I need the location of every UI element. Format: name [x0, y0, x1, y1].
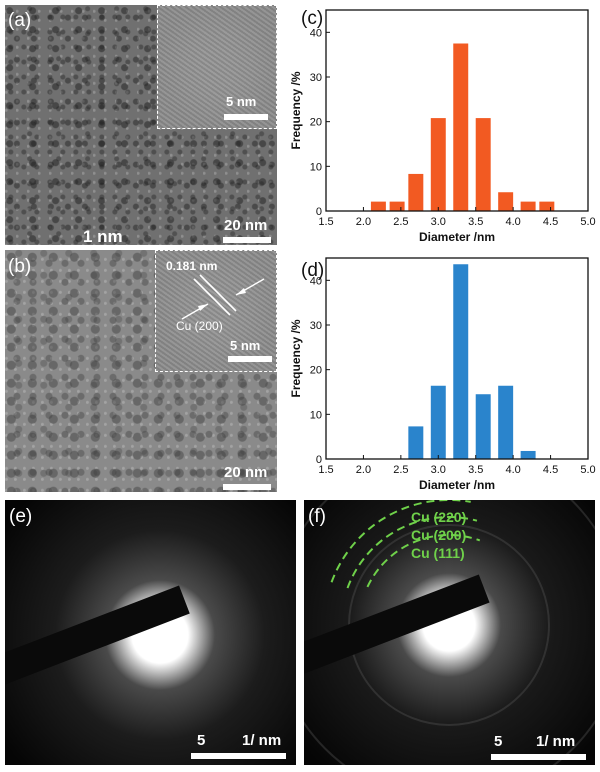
saed-pattern-f: (f) Cu (220) Cu (200) Cu (111) 5 1/ nm	[304, 500, 595, 765]
hist-c-ytick-label-4: 40	[310, 27, 322, 39]
tem-image-a: 5 nm (a) 1 nm 20 nm	[5, 5, 277, 245]
hist-c-xtick-label-6: 4.5	[543, 216, 558, 228]
hist-c-xaxis-label: Diameter /nm	[419, 230, 495, 244]
tem-image-b: 0.181 nm Cu (200) 5 nm (b) 20 nm	[5, 250, 277, 492]
ring-label-220: Cu (220)	[411, 509, 467, 525]
hist-c-yaxis-label: Frequency /%	[289, 71, 303, 149]
hist-c-bar-1	[389, 201, 405, 211]
hist-d-ytick-label-2: 20	[310, 365, 322, 377]
hist-d-bar-1	[430, 385, 446, 459]
hist-d-xtick-label-3: 3.0	[431, 464, 446, 476]
panel-label-b: (b)	[8, 256, 32, 277]
hist-c-bar-5	[475, 118, 491, 211]
hist-c-xtick-label-7: 5.0	[580, 216, 595, 228]
lattice-fringe-marker	[181, 274, 265, 320]
annotation-1nm: 1 nm	[83, 227, 123, 245]
ring-label-200: Cu (200)	[411, 527, 467, 543]
hist-c-bar-3	[430, 118, 446, 211]
inset-scale-label-b: 5 nm	[230, 338, 261, 353]
plane-label-b: Cu (200)	[176, 319, 223, 333]
hist-d-xtick-label-5: 4.0	[505, 464, 520, 476]
hist-d-xtick-label-2: 2.5	[393, 464, 408, 476]
scale-bar-f	[491, 754, 586, 760]
hist-c-xtick-label-0: 1.5	[318, 216, 333, 228]
hist-d-ytick-label-4: 40	[310, 275, 322, 287]
ring-label-111: Cu (111)	[411, 545, 465, 561]
hist-d-plot-frame	[325, 257, 589, 460]
ring-arc-2	[366, 534, 481, 588]
hist-d-xtick-label-0: 1.5	[318, 464, 333, 476]
hist-d-xtick-label-7: 5.0	[580, 464, 595, 476]
scale-bar-b	[223, 484, 271, 490]
scale-bar-a	[223, 237, 271, 243]
hist-d-xtick-label-1: 2.0	[356, 464, 371, 476]
saed-pattern-e: (e) 5 1/ nm	[5, 500, 296, 765]
hist-d-bar-4	[498, 385, 514, 459]
histogram-d-panel: (d) 1.5 2.0 2.5 3.0 3.5 4.0 4.5 5.0 0 10 20 30 40 Dia…	[282, 248, 600, 496]
histogram-d: 1.5 2.0 2.5 3.0 3.5 4.0 4.5 5.0 0 10 20 30 40 Diamete…	[289, 257, 596, 492]
hist-c-ytick-label-1: 10	[310, 161, 322, 173]
hist-d-xtick-label-6: 4.5	[543, 464, 558, 476]
hist-c-bar-0	[370, 201, 386, 211]
hist-d-xtick-label-4: 3.5	[468, 464, 483, 476]
beam-stopper-e	[5, 585, 190, 688]
panel-label-c: (c)	[301, 8, 324, 29]
hist-c-bar-2	[408, 173, 424, 211]
hist-c-xtick-label-4: 3.5	[468, 216, 483, 228]
inset-scale-label-a: 5 nm	[226, 94, 257, 109]
panel-label-d: (d)	[301, 260, 325, 281]
hist-c-bar-7	[520, 201, 536, 211]
hist-c-bar-8	[539, 201, 555, 211]
hist-d-ytick-label-3: 30	[310, 320, 322, 332]
hist-d-ytick-label-0: 0	[316, 454, 322, 466]
histogram-c-panel: (c) 1.5 2.0 2.5 3.0 3.5 4.0 4.5 5.0 0 10 20 30 40 Dia…	[282, 0, 600, 248]
histogram-c: 1.5 2.0 2.5 3.0 3.5 4.0 4.5 5.0 0 10 20 30 40 Diamete…	[289, 9, 596, 244]
hist-d-bar-0	[408, 426, 424, 459]
hist-c-bar-6	[498, 192, 514, 211]
hist-d-ytick-label-1: 10	[310, 409, 322, 421]
hist-c-ytick-label-3: 30	[310, 72, 322, 84]
hist-c-xtick-label-2: 2.5	[393, 216, 408, 228]
hist-c-xtick-label-3: 3.0	[431, 216, 446, 228]
panel-label-f: (f)	[308, 506, 326, 527]
hist-c-xtick-label-5: 4.0	[505, 216, 520, 228]
hist-c-ytick-label-2: 20	[310, 117, 322, 129]
panel-label-a: (a)	[8, 10, 32, 31]
hist-d-bar-3	[475, 394, 491, 459]
inset-scale-bar-a	[224, 114, 268, 120]
scale-label-b: 20 nm	[224, 464, 268, 481]
hist-c-bar-4	[453, 43, 469, 211]
scale-unit-e: 1/ nm	[242, 732, 282, 749]
inset-scale-bar-b	[228, 356, 272, 362]
hrtem-inset-b: 0.181 nm Cu (200) 5 nm	[155, 250, 277, 372]
hist-c-xtick-label-1: 2.0	[356, 216, 371, 228]
panel-label-e: (e)	[9, 506, 33, 527]
scale-label-a: 20 nm	[224, 217, 268, 234]
hist-d-yaxis-label: Frequency /%	[289, 319, 303, 397]
hist-c-ytick-label-0: 0	[316, 206, 322, 218]
hist-d-xaxis-label: Diameter /nm	[419, 478, 495, 492]
hist-c-plot-frame	[325, 9, 589, 212]
d-spacing-label: 0.181 nm	[166, 259, 218, 273]
scale-unit-f: 1/ nm	[536, 733, 576, 750]
scale-bar-e	[191, 753, 286, 759]
scale-value-f: 5	[494, 733, 503, 750]
hrtem-inset-a: 5 nm	[157, 5, 277, 129]
hist-d-bar-2	[453, 264, 469, 459]
ring-arc-1	[346, 516, 478, 589]
scale-value-e: 5	[197, 732, 206, 749]
hist-d-bar-5	[520, 450, 536, 459]
